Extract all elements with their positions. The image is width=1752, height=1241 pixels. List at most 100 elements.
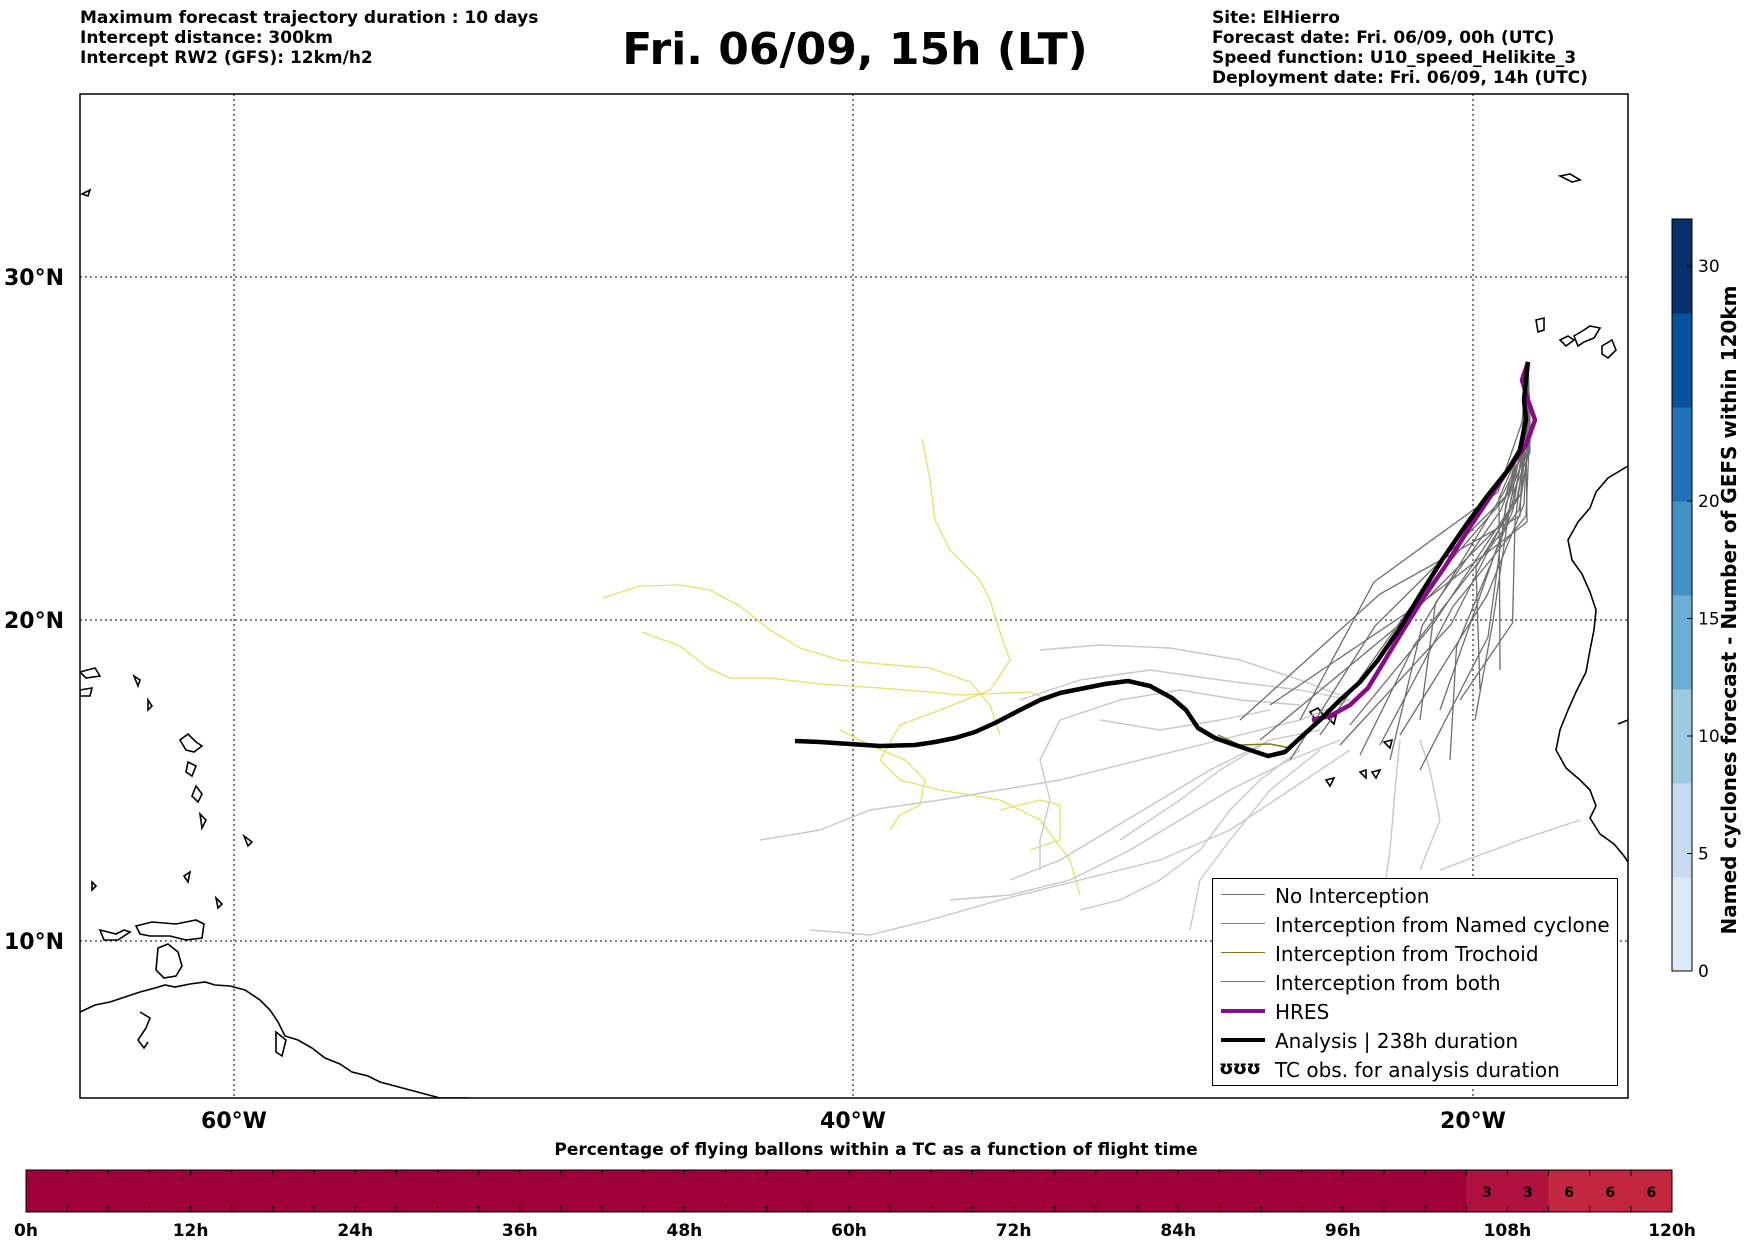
colorbar-tick-label: 5	[1698, 845, 1709, 865]
time-bar-cell	[396, 1170, 438, 1212]
legend-swatch	[1221, 1009, 1265, 1013]
island	[198, 811, 207, 831]
legend-item-tc-obs: ʊʊʊ TC obs. for analysis duration	[1213, 1055, 1617, 1083]
legend-label: Interception from Named cyclone	[1275, 913, 1610, 937]
time-bar-cell	[519, 1170, 562, 1212]
header-line: Intercept distance: 300km	[80, 28, 333, 48]
lon-label-20w: 20°W	[1440, 1109, 1506, 1134]
island	[275, 1030, 287, 1058]
time-bar-cell	[1383, 1170, 1426, 1212]
legend-item-no-interception: No Interception	[1213, 881, 1617, 909]
lat-label-20n: 20°N	[4, 609, 64, 634]
lat-label-30n: 30°N	[4, 266, 64, 291]
coastline-south-america	[80, 981, 470, 1098]
time-bar-cell	[1137, 1170, 1179, 1212]
time-bar-cell	[1095, 1170, 1138, 1212]
island	[185, 760, 198, 778]
legend-item-named-cyclone: Interception from Named cyclone	[1213, 910, 1617, 938]
ensemble-trajectory-light	[1419, 739, 1441, 871]
time-bar-tick-label: 96h	[1325, 1221, 1361, 1241]
time-bar-tick-label: 48h	[667, 1221, 703, 1241]
legend-label: No Interception	[1275, 884, 1430, 908]
legend-item-trochoid: Interception from Trochoid	[1213, 939, 1617, 967]
time-bar-tick-label: 60h	[831, 1221, 867, 1241]
time-bar-cell	[1630, 1170, 1673, 1212]
island	[1535, 316, 1545, 334]
time-bar-cell-value: 3	[1523, 1185, 1533, 1201]
ensemble-trajectory-dark	[1389, 362, 1529, 761]
ensemble-trajectory-light	[1099, 709, 1271, 731]
island	[1370, 768, 1382, 780]
island	[1558, 335, 1576, 348]
island-madeira	[1557, 173, 1583, 183]
map-title: Fri. 06/09, 15h (LT)	[622, 24, 1088, 75]
island	[214, 895, 224, 910]
trajectory-layer	[601, 361, 1581, 936]
coastlines	[80, 173, 1628, 1098]
legend-swatch	[1221, 894, 1265, 895]
colorbar-segment	[1672, 313, 1692, 408]
time-bar-cell	[1054, 1170, 1097, 1212]
ensemble-trajectory-light	[1079, 749, 1301, 911]
colorbar-segment	[1672, 219, 1692, 314]
header-line: Deployment date: Fri. 06/09, 14h (UTC)	[1212, 68, 1588, 88]
time-bar-tick-label: 84h	[1160, 1221, 1196, 1241]
time-bar-cell	[314, 1170, 356, 1212]
time-bar-cell	[1178, 1170, 1220, 1212]
ensemble-trajectory-light	[1189, 749, 1321, 931]
time-bar-tick-label: 108h	[1484, 1221, 1532, 1241]
time-bar-tick-label: 120h	[1648, 1221, 1696, 1241]
time-bar-cell	[766, 1170, 809, 1212]
island	[137, 1011, 151, 1050]
colorbar-tick-label: 20	[1698, 492, 1720, 512]
time-bar-cell	[26, 1170, 68, 1212]
ensemble-trajectory-dark	[1474, 361, 1531, 721]
header-info-left: Maximum forecast trajectory duration : 1…	[80, 8, 538, 68]
ensemble-trajectory-light	[1019, 669, 1351, 701]
time-bar-cell	[67, 1170, 109, 1212]
time-bar-cell	[437, 1170, 480, 1212]
time-bar-tick-label: 12h	[173, 1221, 209, 1241]
coastline-africa	[1555, 465, 1628, 863]
coastline-trinidad-venezuela	[155, 943, 183, 979]
time-bar-cell	[1466, 1170, 1508, 1212]
island	[1358, 768, 1367, 780]
time-bar-cell	[478, 1170, 521, 1212]
time-bar-cell	[1425, 1170, 1467, 1212]
time-bar-cell	[684, 1170, 727, 1212]
time-bar-cell-value: 3	[1482, 1185, 1492, 1201]
time-bar-cell	[849, 1170, 891, 1212]
header-line: Intercept RW2 (GFS): 12km/h2	[80, 48, 373, 68]
island	[178, 732, 204, 753]
colorbar-segment	[1672, 595, 1692, 690]
ensemble-trajectory-light	[1039, 644, 1341, 696]
time-bar-cell	[1342, 1170, 1385, 1212]
time-bar-cell	[1589, 1170, 1632, 1212]
header-line: Site: ElHierro	[1212, 8, 1340, 28]
colorbar-tick-label: 30	[1698, 257, 1720, 277]
legend-label: HRES	[1275, 1000, 1330, 1024]
tc-track-line	[601, 584, 1001, 736]
time-bar-cell	[890, 1170, 932, 1212]
legend-swatch	[1221, 923, 1265, 924]
time-bar: 3 3 6 6 60h 12h 24h 36h 48h 60h 72h 84h 96h 108h 120h	[14, 1169, 1696, 1241]
time-bar-tick-label: 36h	[502, 1221, 538, 1241]
ensemble-trajectory-light	[1009, 739, 1271, 881]
time-bar-frame	[25, 1169, 1673, 1213]
time-bar-cell	[231, 1170, 274, 1212]
legend-swatch	[1221, 952, 1265, 953]
colorbar-segment	[1672, 689, 1692, 784]
colorbar-title: Named cyclones forecast - Number of GEFS…	[1717, 285, 1741, 935]
island	[98, 928, 132, 941]
tc-track-line	[879, 437, 1081, 896]
island	[182, 870, 192, 885]
time-bar-cell	[1219, 1170, 1261, 1212]
time-bar-cell-value: 6	[1605, 1185, 1615, 1201]
colorbar-tick-label: 15	[1698, 610, 1720, 630]
island	[242, 833, 254, 848]
time-bar-cell	[1013, 1170, 1056, 1212]
lon-label-60w: 60°W	[201, 1109, 267, 1134]
time-bar-cell	[1260, 1170, 1303, 1212]
analysis-trajectory	[794, 361, 1531, 759]
